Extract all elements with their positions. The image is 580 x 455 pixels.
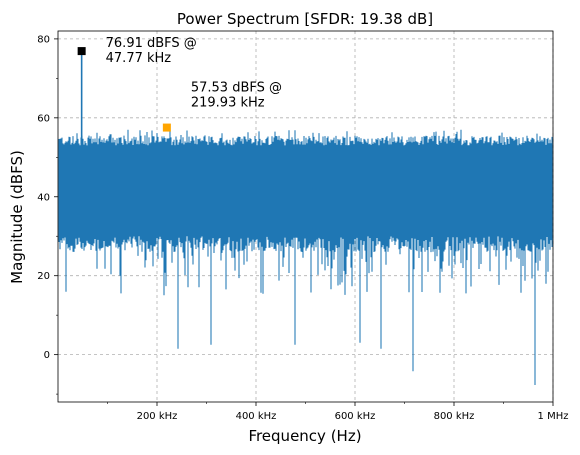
x-axis-label: Frequency (Hz) — [248, 427, 361, 445]
x-tick-label: 800 kHz — [434, 411, 475, 422]
x-tick-label: 600 kHz — [335, 411, 376, 422]
x-tick-label: 1 MHz — [538, 411, 569, 422]
peak-label: 219.93 kHz — [191, 96, 265, 111]
peak-label: 76.91 dBFS @ — [106, 36, 197, 51]
peak-markers: 76.91 dBFS @47.77 kHz 57.53 dBFS @219.93 … — [77, 36, 282, 132]
spectrum-series — [58, 51, 553, 385]
x-tick-label: 200 kHz — [137, 411, 178, 422]
x-axis: 200 kHz 400 kHz 600 kHz 800 kHz 1 MHz — [107, 402, 569, 422]
y-axis-label: Magnitude (dBFS) — [8, 150, 26, 284]
spectrum-trace — [58, 129, 553, 385]
y-tick-label: 80 — [37, 34, 50, 45]
peak-label: 47.77 kHz — [106, 51, 172, 66]
peak-marker — [162, 123, 171, 132]
y-tick-label: 0 — [44, 350, 50, 361]
y-tick-label: 20 — [37, 271, 50, 282]
y-tick-label: 40 — [37, 192, 50, 203]
y-tick-label: 60 — [37, 113, 50, 124]
peak-marker — [77, 47, 86, 56]
peak-label: 57.53 dBFS @ — [191, 81, 282, 96]
chart-title: Power Spectrum [SFDR: 19.38 dB] — [177, 10, 433, 28]
x-tick-label: 400 kHz — [236, 411, 277, 422]
y-axis: 0 20 40 60 80 — [37, 34, 58, 395]
